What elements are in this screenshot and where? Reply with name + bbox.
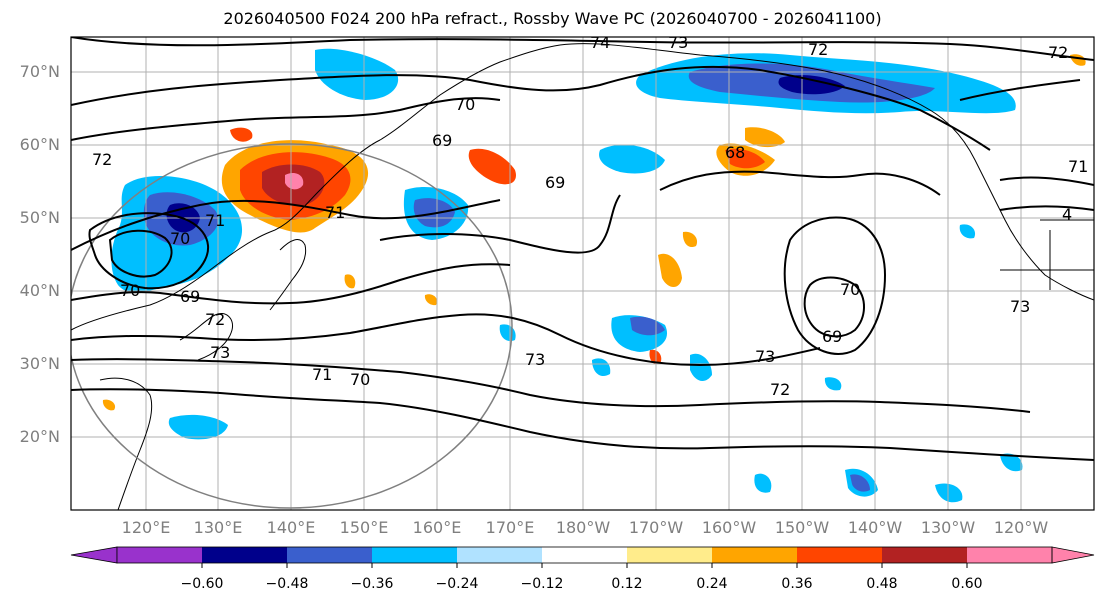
colorbar-tick-label: −0.48 [265,576,309,592]
reference-ring [71,143,513,509]
lon-label: 130°W [920,518,976,537]
colorbar-outline [116,546,1053,564]
lon-label: 140°E [266,518,316,537]
contour-label: 73 [755,347,775,366]
colorbar-swatch [542,547,627,563]
colorbar-swatch [797,547,882,563]
contour-label: 73 [210,343,230,362]
colorbar-swatch [202,547,287,563]
colorbar-swatch [372,547,457,563]
contour-label: 70 [455,95,475,114]
positive-anomaly-region [285,173,304,190]
contour-label: 71 [205,211,225,230]
colorbar-tick-label: 0.60 [951,576,983,592]
contour-label: 4 [1062,205,1072,224]
lon-label: 120°E [121,518,171,537]
lon-label: 130°E [193,518,243,537]
graticule [71,37,1094,510]
colorbar-swatch [287,547,372,563]
contour-label: 70 [840,280,860,299]
colorbar-tick-label: 0.48 [866,576,898,592]
contour-label: 69 [432,131,452,150]
contour-label: 70 [350,370,370,389]
contour-label: 70 [170,229,190,248]
lon-label: 160°W [701,518,757,537]
colorbar-tick-label: −0.24 [435,576,479,592]
contour-label: 69 [180,287,200,306]
lat-label: 70°N [19,62,60,81]
colorbar-swatch [712,547,797,563]
contour-label: 72 [770,380,790,399]
lon-label: 160°E [412,518,462,537]
contour-label: 68 [725,143,745,162]
contour-label: 69 [822,327,842,346]
lat-label: 60°N [19,135,60,154]
lon-label: 150°W [774,518,830,537]
contour-label: 71 [325,203,345,222]
coastlines [71,43,1094,510]
lat-label: 30°N [19,354,60,373]
colorbar-extend-min [70,546,118,564]
colorbar-swatch [627,547,712,563]
lon-label: 150°E [339,518,389,537]
lon-label: 170°W [628,518,684,537]
contour-label: 72 [1048,43,1068,62]
contour-label: 71 [312,365,332,384]
contour-lines [71,37,1094,461]
lon-label: 120°W [993,518,1049,537]
lat-label: 50°N [19,208,60,227]
lat-label: 40°N [19,281,60,300]
lat-label: 20°N [19,427,60,446]
colorbar-tick-label: 0.12 [611,576,643,592]
map-border [70,36,1095,511]
colorbar-swatch [117,547,202,563]
contour-label-group: 74 73 72 72 70 70 69 69 69 71 71 70 72 7… [92,33,1088,399]
contour-label: 73 [1010,297,1030,316]
contour-label: 72 [205,310,225,329]
contour-label: 74 [590,33,610,52]
colorbar-tick-label: −0.60 [180,576,224,592]
colorbar-swatch [457,547,542,563]
colorbar-swatch [882,547,967,563]
contour-label: 73 [525,350,545,369]
figure-title: 2026040500 F024 200 hPa refract., Rossby… [223,9,882,28]
colorbar-tick-label: 0.24 [696,576,728,592]
contour-label: 73 [668,33,688,52]
contour-label: 69 [545,173,565,192]
colorbar-tick-label: 0.36 [781,576,813,592]
colorbar-tick-label: −0.12 [520,576,564,592]
contour-label: 71 [1068,157,1088,176]
lon-label: 140°W [847,518,903,537]
colorbar-tick-label: −0.36 [350,576,394,592]
contour-label: 72 [92,150,112,169]
contour-label: 72 [808,40,828,59]
lon-label: 180°W [555,518,611,537]
colorbar-swatch [967,547,1052,563]
shading-layer [102,48,1086,503]
contour-label: 70 [120,281,140,300]
colorbar [70,546,1095,568]
colorbar-extend-max [1051,546,1095,564]
lon-label: 170°E [485,518,535,537]
